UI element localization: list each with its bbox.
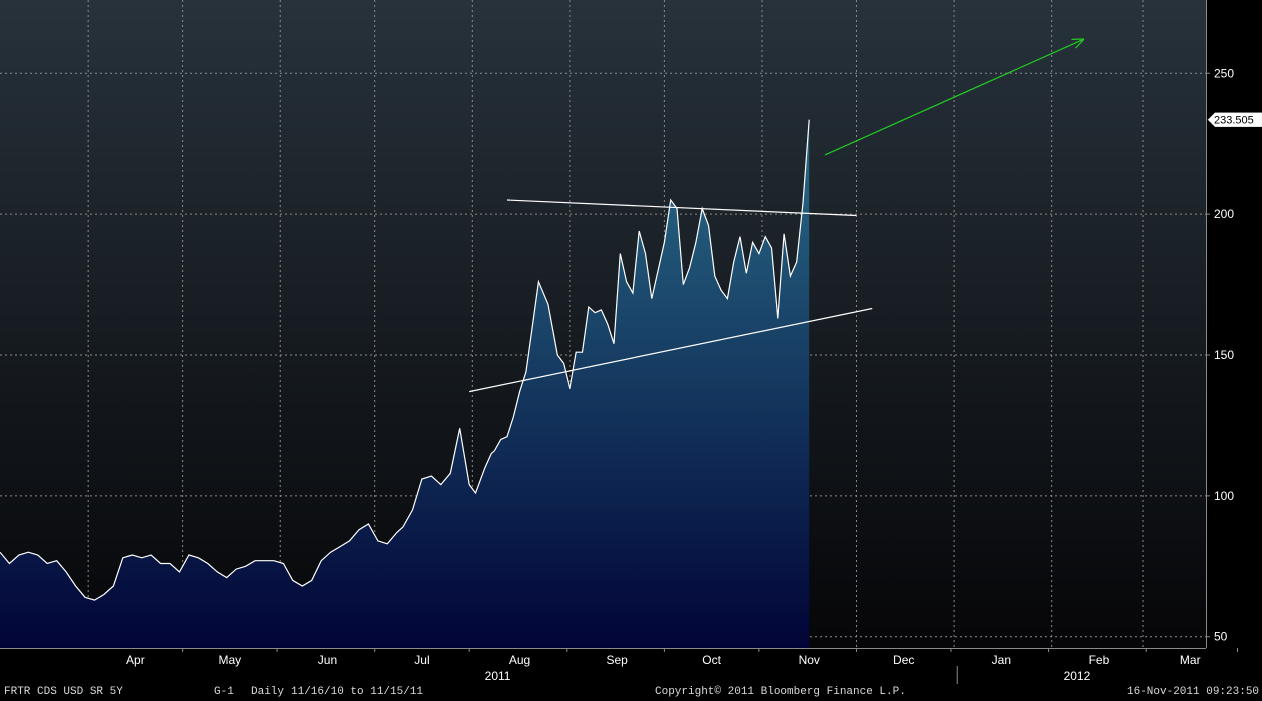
y-tick-label: 100 [1214,489,1234,503]
x-tick-label: Dec [893,653,914,667]
frequency-label: Daily [251,686,285,698]
y-tick-label: 250 [1214,66,1234,80]
up-arrow [824,39,1083,156]
x-tick-label: Apr [126,653,145,667]
cds-spread-chart: 50 100 150 200 250 Apr May Jun Jul Aug Sep Oct Nov D… [0,0,1262,684]
x-tick-label: Feb [1089,653,1110,667]
date-range: 11/16/10 to 11/15/11 [291,686,424,698]
y-tick-label: 50 [1214,630,1228,644]
y-tick-label: 150 [1214,348,1234,362]
year-label: 2012 [1064,669,1091,683]
year-label: 2011 [485,669,511,683]
x-tick-label: Sep [606,653,628,667]
last-value-box [1207,112,1262,127]
x-tick-label: May [219,653,242,667]
page-code: G-1 [214,686,234,698]
x-tick-label: Aug [509,653,530,667]
resistance-line [506,199,857,217]
status-bar: FRTR CDS USD SR 5Y G-1 Daily 11/16/10 to… [0,684,1262,701]
copyright: Copyright© 2011 Bloomberg Finance L.P. [655,686,906,698]
y-tick-label: 200 [1214,207,1234,221]
last-value-label: 233.505 [1207,112,1262,127]
x-tick-label: Jul [414,653,429,667]
series-area [0,119,810,648]
annotations [469,39,1083,393]
support-line [469,307,873,393]
y-axis: 50 100 150 200 250 [1206,0,1234,648]
last-value-text: 233.505 [1214,115,1254,127]
series-line [0,119,810,601]
x-axis: Apr May Jun Jul Aug Sep Oct Nov Dec Jan Feb Mar 2011… [0,648,1238,684]
series-area-fill [0,119,810,648]
timestamp: 16-Nov-2011 09:23:50 [1127,686,1260,698]
x-tick-label: Nov [799,653,820,667]
x-tick-label: Mar [1180,653,1201,667]
x-tick-label: Jun [318,653,337,667]
x-tick-label: Jan [992,653,1011,667]
x-tick-label: Oct [702,653,721,667]
security-name: FRTR CDS USD SR 5Y [4,686,123,698]
